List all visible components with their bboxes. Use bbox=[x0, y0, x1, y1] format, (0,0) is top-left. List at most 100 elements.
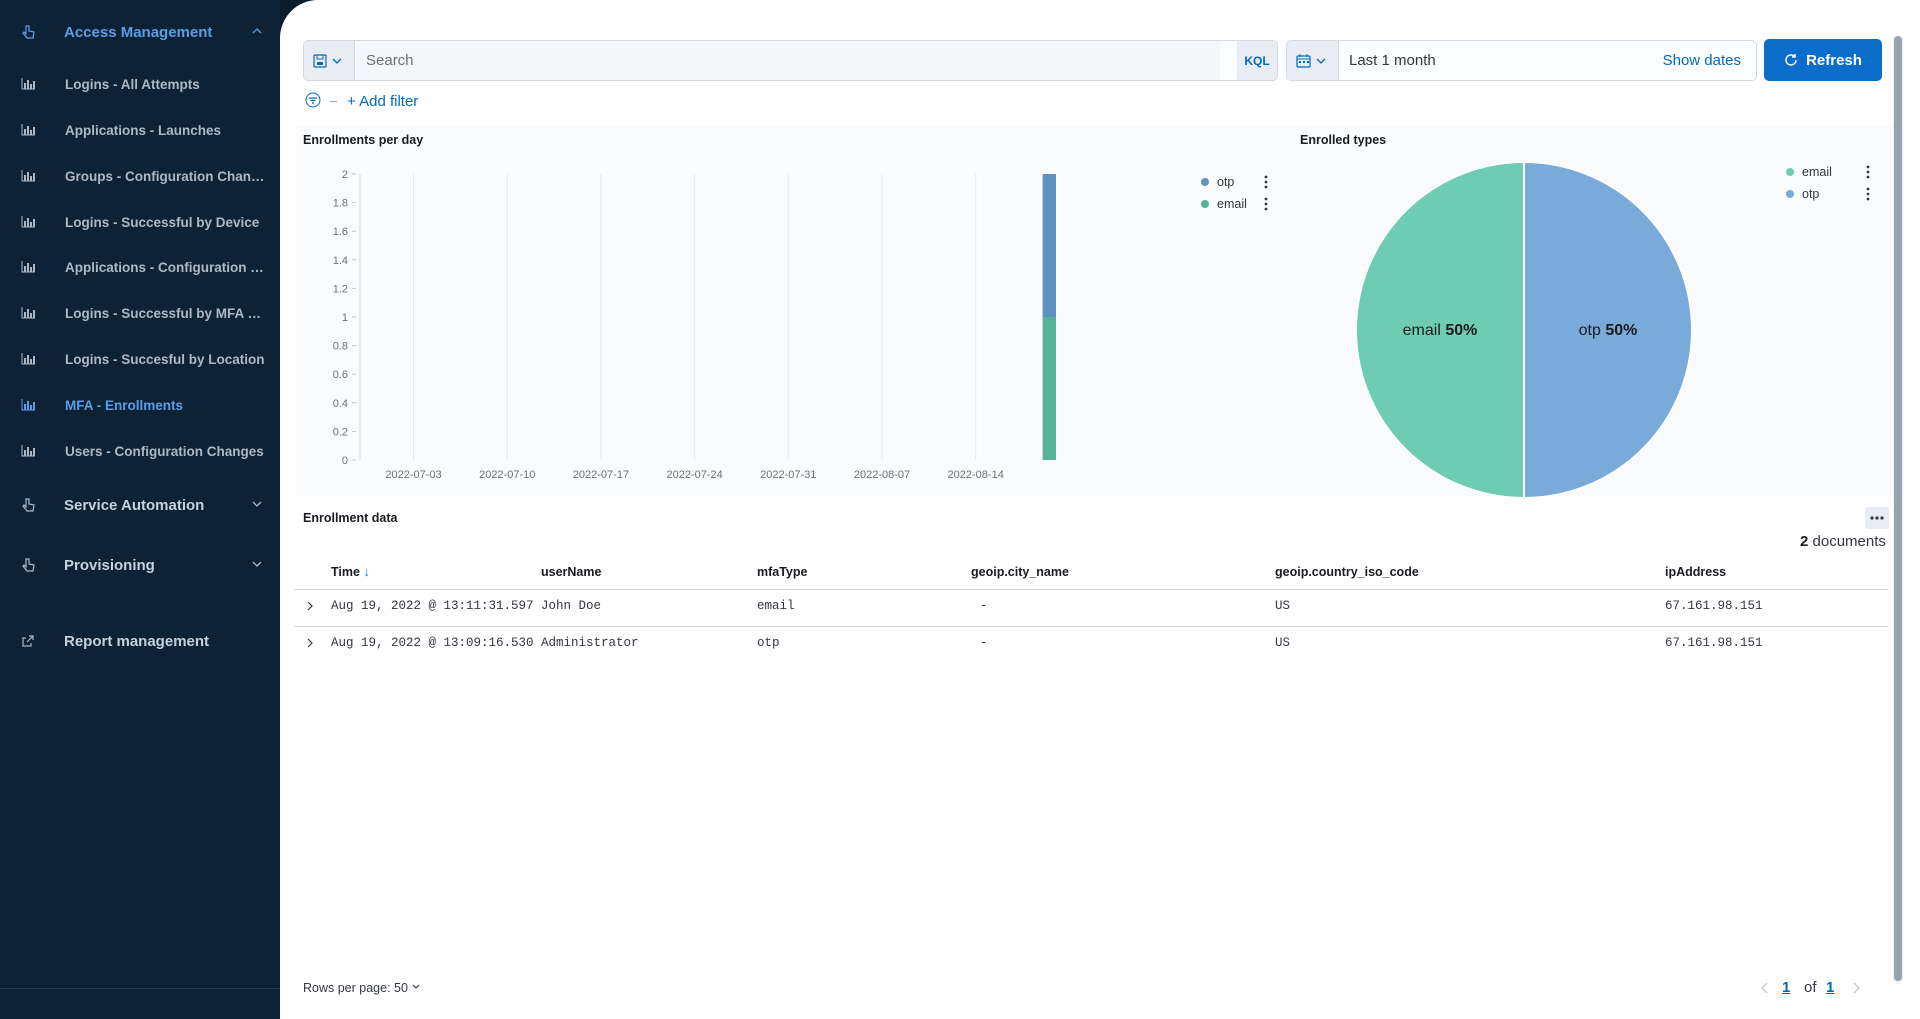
sidebar-item-logins-successful-by-mfa[interactable]: Logins - Successful by MFA method bbox=[0, 295, 280, 331]
sidebar-nav: Access Management Logins - All Attempts … bbox=[0, 0, 280, 1019]
sidebar-section-label: Report management bbox=[64, 632, 210, 650]
chevron-down-icon[interactable] bbox=[250, 497, 264, 511]
sidebar-divider bbox=[0, 988, 280, 989]
legend-menu-icon bbox=[1866, 175, 1870, 179]
bar-chart-legend: otp email bbox=[1201, 175, 1268, 211]
chevron-up-icon[interactable] bbox=[250, 24, 264, 38]
saved-query-button[interactable] bbox=[304, 41, 355, 80]
legend-menu-icon bbox=[1264, 202, 1268, 206]
chevron-down-icon bbox=[412, 984, 420, 989]
chevron-down-icon[interactable] bbox=[250, 557, 264, 571]
pie-slice-label-email: email 50% bbox=[1403, 322, 1478, 339]
panel-options-button[interactable] bbox=[1865, 507, 1889, 529]
sidebar-section-service-automation[interactable]: Service Automation bbox=[0, 485, 280, 525]
bar-chart-icon bbox=[21, 445, 35, 457]
page-number-current[interactable]: 1 bbox=[1782, 979, 1791, 996]
date-range-label[interactable]: Last 1 month bbox=[1349, 52, 1436, 69]
vertical-scrollbar[interactable] bbox=[1893, 36, 1903, 984]
column-header-city[interactable]: geoip.city_name bbox=[971, 565, 1069, 579]
column-header-mfatype[interactable]: mfaType bbox=[757, 565, 808, 579]
expand-row-icon[interactable] bbox=[305, 638, 315, 648]
pie-slice-label-otp: otp 50% bbox=[1579, 322, 1638, 339]
legend-label-otp: otp bbox=[1802, 187, 1819, 201]
legend-label-otp: otp bbox=[1217, 175, 1234, 189]
more-horizontal-icon bbox=[1870, 516, 1884, 520]
legend-label-email: email bbox=[1217, 197, 1247, 211]
y-tick-label: 0 bbox=[342, 455, 348, 467]
sidebar-item-users-configuration-changes[interactable]: Users - Configuration Changes bbox=[0, 433, 280, 469]
column-header-country[interactable]: geoip.country_iso_code bbox=[1275, 565, 1419, 579]
bar-chart-icon bbox=[21, 216, 35, 228]
bar-otp bbox=[1042, 174, 1056, 317]
sidebar-item-label: Logins - Successful by MFA method bbox=[65, 305, 265, 321]
kql-toggle-button[interactable]: KQL bbox=[1237, 41, 1277, 80]
sidebar-section-access-management[interactable]: Access Management bbox=[0, 12, 280, 52]
table-cell-ipaddress: 67.161.98.151 bbox=[1665, 636, 1763, 650]
legend-menu-icon bbox=[1866, 197, 1870, 201]
page-of-label: of bbox=[1804, 979, 1817, 996]
quick-select-button[interactable] bbox=[1287, 41, 1339, 80]
expand-row-icon[interactable] bbox=[305, 601, 315, 611]
sidebar-section-provisioning[interactable]: Provisioning bbox=[0, 545, 280, 585]
bar-email bbox=[1042, 317, 1056, 460]
legend-swatch-otp bbox=[1201, 178, 1209, 186]
y-tick-label: 1.2 bbox=[333, 283, 348, 295]
hand-pointer-icon bbox=[22, 498, 35, 512]
bar-chart-icon bbox=[21, 307, 35, 319]
scrollbar-thumb[interactable] bbox=[1894, 36, 1902, 981]
calendar-icon bbox=[1296, 54, 1326, 68]
panel-title-enrollment-data: Enrollment data bbox=[303, 511, 398, 525]
sidebar-item-applications-launches[interactable]: Applications - Launches bbox=[0, 112, 280, 148]
y-tick-label: 2 bbox=[342, 169, 348, 181]
add-filter-button[interactable]: + Add filter bbox=[347, 93, 419, 110]
hand-pointer-icon bbox=[22, 558, 35, 572]
sidebar-item-logins-successful-by-device[interactable]: Logins - Successful by Device bbox=[0, 204, 280, 240]
sidebar-item-logins-successful-by-location[interactable]: Logins - Succesful by Location bbox=[0, 341, 280, 377]
enrolled-types-pie-chart: email 50% otp 50% bbox=[1355, 160, 1693, 500]
legend-menu-icon bbox=[1866, 187, 1870, 191]
document-count-label: documents bbox=[1812, 533, 1886, 550]
legend-swatch-email bbox=[1786, 168, 1794, 176]
sidebar-item-label: Logins - Succesful by Location bbox=[65, 351, 265, 367]
table-cell-time: Aug 19, 2022 @ 13:09:16.530 bbox=[331, 636, 534, 650]
table-cell-country: US bbox=[1275, 636, 1291, 650]
sidebar-item-label: Logins - All Attempts bbox=[65, 76, 200, 92]
y-tick-label: 0.8 bbox=[333, 341, 348, 353]
y-tick-label: 1 bbox=[342, 312, 348, 324]
next-page-icon[interactable] bbox=[1851, 982, 1861, 994]
pie-slice-email bbox=[1355, 160, 1525, 500]
legend-swatch-email bbox=[1201, 200, 1209, 208]
column-header-ipaddress[interactable]: ipAddress bbox=[1665, 565, 1727, 579]
sidebar-section-report-management[interactable]: Report management bbox=[0, 621, 280, 661]
refresh-button[interactable]: Refresh bbox=[1764, 39, 1882, 81]
table-cell-ipaddress: 67.161.98.151 bbox=[1665, 599, 1763, 613]
legend-swatch-otp bbox=[1786, 190, 1794, 198]
y-tick-label: 1.6 bbox=[333, 226, 348, 238]
legend-menu-icon bbox=[1866, 170, 1870, 174]
sidebar-item-logins-all-attempts[interactable]: Logins - All Attempts bbox=[0, 66, 280, 102]
show-dates-link[interactable]: Show dates bbox=[1662, 52, 1741, 69]
legend-menu-icon bbox=[1264, 175, 1268, 179]
enrollments-bar-chart: 2 1.8 1.6 1.4 1.2 1 0.8 0.6 0.4 0.2 0 2022-07-03 202… bbox=[333, 169, 1056, 481]
legend-menu-icon bbox=[1866, 165, 1870, 169]
document-count-value: 2 bbox=[1800, 533, 1809, 550]
bar-chart-icon bbox=[21, 261, 35, 273]
table-cell-city: - bbox=[980, 636, 988, 650]
rows-per-page-select[interactable]: Rows per page: 50 bbox=[303, 981, 421, 995]
column-header-username[interactable]: userName bbox=[541, 565, 602, 579]
sidebar-item-mfa-enrollments[interactable]: MFA - Enrollments bbox=[0, 387, 280, 423]
bar-chart-icon bbox=[21, 170, 35, 182]
prev-page-icon[interactable] bbox=[1760, 982, 1770, 994]
sidebar-item-label: Applications - Configuration Changes bbox=[65, 259, 265, 275]
search-input[interactable] bbox=[356, 41, 1220, 80]
filter-icon[interactable] bbox=[305, 92, 321, 108]
table-cell-time: Aug 19, 2022 @ 13:11:31.597 bbox=[331, 599, 534, 613]
document-count: 2 documents bbox=[1800, 533, 1886, 550]
y-tick-label: 1.4 bbox=[333, 255, 348, 267]
sidebar-item-applications-configuration-changes[interactable]: Applications - Configuration Changes bbox=[0, 249, 280, 285]
column-header-time[interactable]: Time ↓ bbox=[331, 565, 370, 579]
sidebar-item-groups-configuration-changes[interactable]: Groups - Configuration Changes bbox=[0, 158, 280, 194]
page-number-total[interactable]: 1 bbox=[1826, 979, 1835, 996]
query-bar: KQL bbox=[303, 40, 1278, 81]
sidebar-item-label: Logins - Successful by Device bbox=[65, 214, 260, 230]
